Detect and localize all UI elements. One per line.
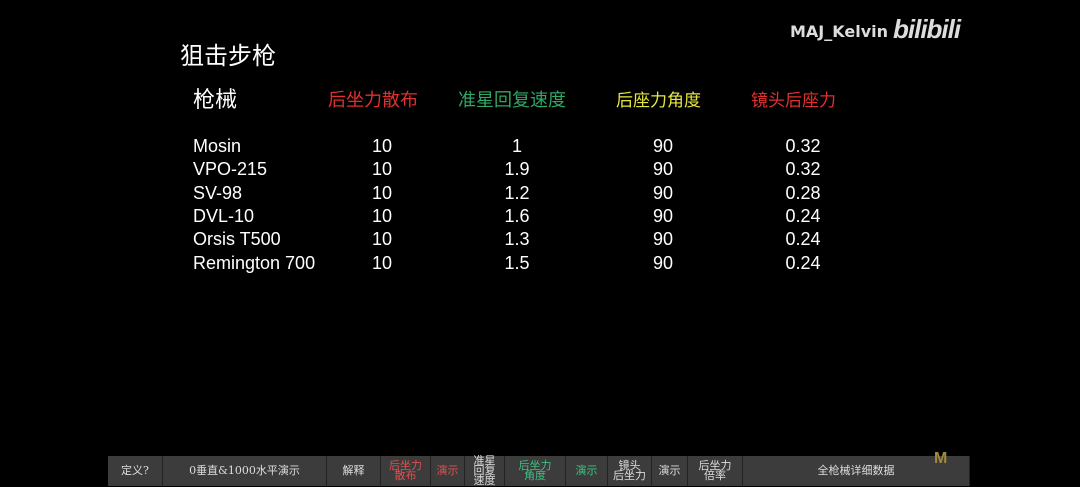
corner-logo: M [934,450,948,467]
table-cell: 90 [652,136,674,156]
table-cell: 1 [511,136,522,156]
table-cell: 10 [371,205,393,226]
table-cell: 90 [652,159,674,180]
bottom-nav-bar: 定义? 0垂直&1000水平演示 解释 后坐力 散布 演示 准星 回复 速度 后坐力 角度演… [108,455,970,486]
table-cell: 10 [371,252,393,273]
column-header: 准星回复速度 [458,90,566,111]
table-cell: 90 [652,182,674,203]
column-header: 枪械 [193,88,238,113]
bottom-bar-button[interactable]: 演示 [566,456,608,486]
table-cell: 0.24 [785,252,821,273]
weapon-name: VPO-215 [193,159,268,180]
weapon-name: DVL-10 [193,205,255,226]
table-cell: 0.24 [785,229,821,250]
table-cell: 1.5 [504,252,530,273]
bottom-bar-button[interactable]: 后坐力 散布 [381,456,431,486]
bottom-bar-button[interactable]: 全枪械详细数据 [743,456,970,486]
bottom-bar-button[interactable]: 演示 [652,456,688,486]
bilibili-logo: bilibili [893,14,961,44]
bottom-bar-button[interactable]: 后坐力 倍率 [688,456,743,486]
table-cell: 1.2 [504,182,530,203]
table-cell: 10 [371,229,393,250]
table-cell: 10 [371,159,393,180]
page-title: 狙击步枪 [180,42,276,70]
table-cell: 1.3 [504,229,530,250]
bottom-bar-button[interactable]: 演示 [431,456,465,486]
table-cell: 90 [652,252,674,273]
table-cell: 1.9 [504,159,530,180]
table-cell: 1.6 [504,205,530,226]
table-cell: 90 [652,205,674,226]
table-cell: 0.24 [785,205,821,226]
table-cell: 0.32 [785,136,821,156]
table-cell: 0.28 [785,182,821,203]
bottom-bar-button[interactable]: 后坐力 角度 [505,456,566,486]
weapon-name: Orsis T500 [193,229,281,250]
bottom-bar-button[interactable]: 解释 [327,456,381,486]
weapon-name: SV-98 [193,182,243,203]
column-header: 后座力角度 [616,91,701,111]
table-cell: 10 [371,136,393,156]
column-header: 后坐力散布 [328,90,418,111]
weapon-name: Remington 700 [193,252,316,273]
table-cell: 10 [371,182,393,203]
table-cell: 0.32 [785,159,821,180]
column-header: 镜头后座力 [751,91,836,111]
weapon-name: Mosin [193,136,242,156]
bottom-bar-button[interactable]: 准星 回复 速度 [465,455,505,486]
bottom-bar-button[interactable]: 0垂直&1000水平演示 [163,456,327,486]
table-cell: 90 [652,229,674,250]
bottom-bar-button[interactable]: 镜头 后坐力 [608,456,652,486]
bottom-bar-button[interactable]: 定义? [108,456,163,486]
uploader-watermark: MAJ_Kelvin [790,22,889,41]
